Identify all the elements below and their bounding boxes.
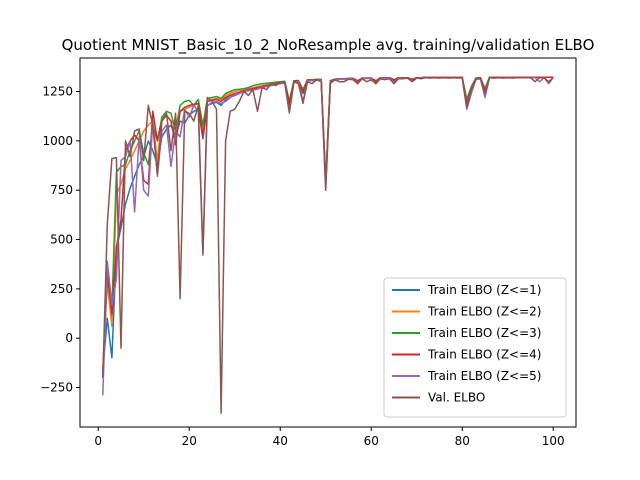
legend-label: Train ELBO (Z<=3) bbox=[427, 326, 541, 340]
x-tick-label: 40 bbox=[273, 434, 288, 448]
legend-label: Val. ELBO bbox=[428, 391, 485, 405]
y-tick-label: 250 bbox=[50, 282, 73, 296]
chart-title: Quotient MNIST_Basic_10_2_NoResample avg… bbox=[62, 36, 595, 55]
y-tick-label: 1000 bbox=[42, 134, 73, 148]
y-tick-label: −250 bbox=[40, 381, 73, 395]
x-tick-label: 80 bbox=[455, 434, 470, 448]
x-tick-label: 0 bbox=[94, 434, 102, 448]
y-tick-label: 1250 bbox=[42, 85, 73, 99]
legend-label: Train ELBO (Z<=4) bbox=[427, 348, 541, 362]
plot-frame bbox=[79, 57, 577, 428]
y-tick-label: 0 bbox=[65, 331, 73, 345]
y-tick-label: 750 bbox=[50, 183, 73, 197]
legend-box bbox=[383, 277, 567, 418]
x-tick-label: 100 bbox=[542, 434, 565, 448]
legend: Train ELBO (Z<=1) Train ELBO (Z<=2) Train … bbox=[383, 277, 567, 418]
series-line-6 bbox=[102, 76, 554, 414]
legend-label: Train ELBO (Z<=5) bbox=[427, 369, 541, 383]
legend-label: Train ELBO (Z<=2) bbox=[427, 305, 541, 319]
y-axis: −250 0 250 500 750 1000 1250 bbox=[40, 85, 80, 395]
plot-area bbox=[102, 76, 554, 414]
x-tick-label: 60 bbox=[364, 434, 379, 448]
x-tick-label: 20 bbox=[182, 434, 197, 448]
y-tick-label: 500 bbox=[50, 233, 73, 247]
x-axis: 0 20 40 60 80 100 bbox=[94, 427, 565, 448]
legend-label: Train ELBO (Z<=1) bbox=[427, 283, 541, 297]
